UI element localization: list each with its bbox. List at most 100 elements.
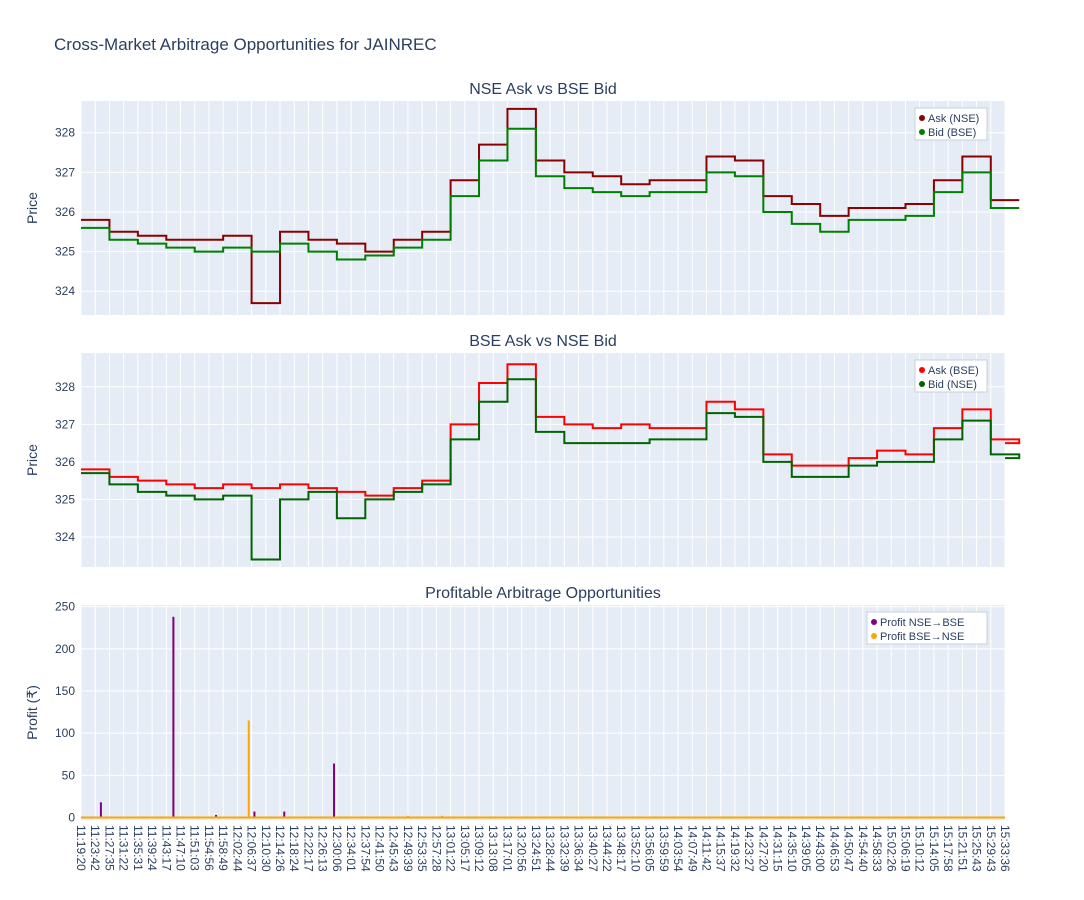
- x-tick-label: 13:44:22: [600, 825, 614, 872]
- bar: [247, 720, 250, 818]
- x-tick-label: 11:39:24: [145, 825, 159, 871]
- subplot-title: NSE Ask vs BSE Bid: [469, 81, 617, 98]
- y-tick-label: 50: [62, 768, 76, 782]
- x-tick-label: 15:02:26: [884, 825, 898, 872]
- bar: [172, 616, 175, 818]
- x-tick-label: 13:59:59: [657, 825, 671, 872]
- panel-3: 0 50 100 150 200 250 Profitable Arbitrage Oppo…: [24, 585, 1012, 872]
- x-tick-label: 13:13:08: [486, 825, 500, 872]
- x-tick-label: 12:57:28: [429, 825, 443, 872]
- legend-marker: [919, 367, 925, 373]
- series-line-1: [81, 107, 1020, 305]
- series-line-2: [81, 378, 1021, 561]
- x-tick-label: 11:47:10: [174, 825, 188, 871]
- figure-title: Cross-Market Arbitrage Opportunities for…: [54, 35, 437, 54]
- x-tick-label: 13:56:05: [643, 825, 657, 872]
- x-tick-label: 13:52:10: [628, 825, 642, 872]
- legend-marker: [919, 129, 925, 135]
- legend-box: [914, 107, 988, 141]
- y-tick-label: 326: [55, 455, 75, 469]
- panel-2: 324 325 326 327 328 BSE Ask vs NSE Bid Price As…: [24, 333, 1021, 567]
- x-tick-label: 13:17:01: [500, 825, 514, 872]
- y-tick-label: 325: [55, 245, 75, 259]
- y-axis-label: Price: [24, 192, 40, 224]
- x-tick-label: 13:20:56: [515, 825, 529, 872]
- bar: [253, 811, 256, 818]
- legend-label: Profit NSE→BSE: [880, 617, 964, 629]
- x-tick-label: 12:30:06: [330, 825, 344, 872]
- series-line-1: [81, 363, 1021, 497]
- x-tick-label: 12:06:37: [245, 825, 259, 872]
- x-tick-label: 12:37:54: [358, 825, 372, 872]
- y-tick-label: 328: [55, 380, 75, 394]
- panel-1: 324 325 326 327 328 NSE Ask vs BSE Bid Price As…: [24, 81, 1020, 315]
- x-tick-label: 13:09:12: [472, 825, 486, 872]
- x-tick-label: 12:22:17: [301, 825, 315, 872]
- legend-marker: [871, 619, 877, 625]
- y-tick-label: 0: [68, 810, 75, 824]
- y-tick-label: 150: [55, 684, 75, 698]
- legend-marker: [919, 381, 925, 387]
- x-tick-label: 12:14:26: [273, 825, 287, 872]
- y-tick-label: 324: [55, 284, 75, 298]
- x-tick-label: 13:36:34: [572, 825, 586, 872]
- x-tick-label: 13:32:39: [557, 825, 571, 872]
- legend: Profit NSE→BSE Profit BSE→NSE: [866, 611, 988, 645]
- legend-label: Ask (NSE): [928, 113, 979, 125]
- x-tick-label: 14:50:47: [842, 825, 856, 872]
- plot-background: [81, 353, 1005, 567]
- y-axis-label: Profit (₹): [24, 685, 40, 740]
- bar: [99, 802, 102, 818]
- x-tick-label: 14:31:15: [771, 825, 785, 872]
- x-tick-label: 11:51:03: [188, 825, 202, 871]
- x-tick-label: 12:34:01: [344, 825, 358, 872]
- y-tick-label: 100: [55, 726, 75, 740]
- bar: [283, 811, 286, 818]
- legend: Ask (BSE) Bid (NSE): [914, 359, 988, 393]
- bar: [406, 815, 409, 818]
- x-tick-label: 13:24:51: [529, 825, 543, 872]
- x-tick-label: 14:19:32: [728, 825, 742, 872]
- x-tick-label: 14:07:49: [685, 825, 699, 872]
- panels: 324 325 326 327 328 NSE Ask vs BSE Bid Price As…: [24, 81, 1021, 872]
- x-tick-label: 11:35:31: [131, 825, 145, 871]
- plot-background: [81, 605, 1005, 820]
- x-tick-label: 12:18:24: [287, 825, 301, 872]
- y-tick-label: 325: [55, 492, 75, 506]
- x-tick-label: 13:28:44: [543, 825, 557, 872]
- x-tick-label: 12:26:13: [316, 825, 330, 872]
- bar: [333, 763, 336, 818]
- x-tick-label: 11:31:22: [117, 825, 131, 871]
- x-tick-label: 12:49:39: [401, 825, 415, 872]
- x-tick-label: 13:05:17: [458, 825, 472, 872]
- x-tick-label: 14:27:20: [756, 825, 770, 872]
- x-tick-label: 14:23:27: [742, 825, 756, 872]
- y-axis-label: Price: [24, 444, 40, 476]
- x-tick-label: 12:02:44: [230, 825, 244, 872]
- x-tick-label: 15:10:12: [913, 825, 927, 872]
- legend-box: [914, 359, 988, 393]
- series-line-2: [81, 127, 1020, 261]
- legend-marker: [919, 115, 925, 121]
- x-tick-label: 14:15:37: [714, 825, 728, 872]
- y-tick-label: 200: [55, 642, 75, 656]
- legend-label: Profit BSE→NSE: [880, 631, 964, 643]
- legend-box: [866, 611, 988, 645]
- x-tick-label: 15:29:43: [984, 825, 998, 872]
- y-tick-label: 324: [55, 530, 75, 544]
- legend-label: Bid (NSE): [928, 379, 977, 391]
- x-tick-label: 15:06:19: [898, 825, 912, 872]
- x-tick-label: 13:48:17: [614, 825, 628, 872]
- x-tick-label: 15:21:51: [955, 825, 969, 872]
- x-tick-label: 15:17:58: [941, 825, 955, 872]
- x-tick-label: 12:45:43: [387, 825, 401, 872]
- x-tick-label: 13:01:22: [444, 825, 458, 872]
- x-tick-label: 11:43:17: [159, 825, 173, 871]
- y-tick-label: 326: [55, 205, 75, 219]
- legend-marker: [871, 633, 877, 639]
- bar: [441, 815, 444, 818]
- legend: Ask (NSE) Bid (BSE): [914, 107, 988, 141]
- x-tick-label: 14:03:54: [671, 825, 685, 872]
- x-tick-label: 12:53:35: [415, 825, 429, 872]
